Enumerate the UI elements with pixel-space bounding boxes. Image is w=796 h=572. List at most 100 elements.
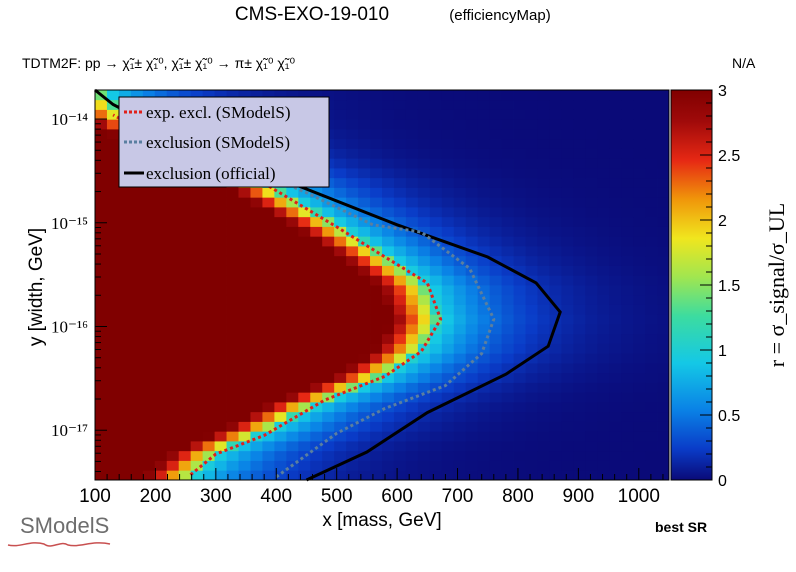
heatmap-cell: [130, 382, 144, 393]
heatmap-cell: [597, 197, 610, 208]
heatmap-cell: [417, 99, 431, 110]
heatmap-cell: [250, 285, 263, 296]
heatmap-cell: [106, 372, 120, 383]
heatmap-cell: [322, 353, 335, 364]
heatmap-cell: [262, 421, 275, 432]
heatmap-cell: [525, 372, 538, 383]
heatmap-cell: [609, 119, 622, 130]
heatmap-cell: [453, 333, 467, 344]
heatmap-cell: [358, 441, 371, 452]
heatmap-cell: [226, 343, 239, 354]
logo-wave: [7, 542, 111, 547]
heatmap-cell: [513, 119, 526, 130]
heatmap-cell: [358, 90, 371, 101]
heatmap-cell: [298, 450, 311, 461]
heatmap-cell: [621, 372, 634, 383]
heatmap-cell: [417, 343, 431, 354]
heatmap-cell: [286, 431, 299, 442]
heatmap-cell: [501, 158, 514, 169]
heatmap-cell: [657, 246, 670, 257]
heatmap-cell: [585, 119, 598, 130]
heatmap-cell: [358, 226, 371, 237]
heatmap-cell: [429, 470, 443, 481]
heatmap-cell: [489, 460, 502, 471]
heatmap-cell: [154, 294, 168, 305]
heatmap-cell: [298, 226, 311, 237]
heatmap-cell: [645, 324, 658, 335]
heatmap-cell: [477, 197, 491, 208]
heatmap-cell: [597, 382, 610, 393]
heatmap-cell: [633, 158, 646, 169]
heatmap-cell: [441, 314, 455, 325]
heatmap-cell: [441, 207, 455, 218]
heatmap-cell: [429, 197, 443, 208]
heatmap-cell: [382, 138, 395, 149]
heatmap-cell: [238, 460, 251, 471]
heatmap-cell: [322, 304, 335, 315]
heatmap-cell: [154, 90, 168, 101]
heatmap-cell: [573, 187, 586, 198]
heatmap-cell: [429, 177, 443, 188]
heatmap-cell: [370, 392, 383, 403]
heatmap-cell: [346, 294, 359, 305]
heatmap-cell: [358, 343, 371, 354]
heatmap-cell: [561, 304, 574, 315]
heatmap-cell: [358, 450, 371, 461]
heatmap-cell: [382, 177, 395, 188]
heatmap-cell: [549, 460, 562, 471]
heatmap-cell: [118, 421, 132, 432]
heatmap-cell: [513, 285, 526, 296]
heatmap-cell: [382, 148, 395, 159]
heatmap-cell: [334, 441, 347, 452]
heatmap-cell: [573, 382, 586, 393]
heatmap-cell: [525, 119, 538, 130]
heatmap-cell: [286, 275, 299, 286]
heatmap-cell: [429, 265, 443, 276]
heatmap-cell: [477, 411, 491, 422]
heatmap-cell: [178, 431, 192, 442]
heatmap-cell: [585, 129, 598, 140]
heatmap-cell: [370, 148, 383, 159]
heatmap-cell: [561, 246, 574, 257]
heatmap-cell: [178, 294, 192, 305]
heatmap-cell: [106, 470, 120, 481]
heatmap-cell: [633, 285, 646, 296]
heatmap-cell: [417, 450, 431, 461]
heatmap-cell: [405, 285, 419, 296]
heatmap-cell: [190, 246, 204, 257]
heatmap-cell: [549, 402, 562, 413]
process-label: TDTM2F: pp → χ̃₁± χ̃₁⁰, χ̃₁± χ̃₁⁰ → π± χ…: [22, 55, 295, 71]
heatmap-cell: [489, 402, 502, 413]
heatmap-cell: [190, 353, 204, 364]
heatmap-cell: [298, 431, 311, 442]
heatmap-cell: [95, 226, 108, 237]
heatmap-cell: [537, 450, 550, 461]
heatmap-cell: [382, 353, 395, 364]
heatmap-cell: [549, 265, 562, 276]
heatmap-cell: [154, 236, 168, 247]
heatmap-cell: [322, 314, 335, 325]
heatmap-cell: [214, 90, 227, 101]
heatmap-cell: [465, 285, 479, 296]
heatmap-cell: [597, 168, 610, 179]
heatmap-cell: [405, 265, 419, 276]
heatmap-cell: [95, 177, 108, 188]
heatmap-cell: [501, 402, 514, 413]
heatmap-cell: [250, 304, 263, 315]
heatmap-cell: [573, 158, 586, 169]
heatmap-cell: [226, 431, 239, 442]
heatmap-cell: [657, 99, 670, 110]
heatmap-cell: [489, 99, 502, 110]
heatmap-cell: [178, 90, 192, 101]
heatmap-cell: [537, 304, 550, 315]
heatmap-cell: [573, 460, 586, 471]
heatmap-cell: [106, 90, 120, 101]
heatmap-cell: [405, 333, 419, 344]
heatmap-cell: [453, 294, 467, 305]
heatmap-cell: [322, 343, 335, 354]
heatmap-cell: [322, 236, 335, 247]
heatmap-cell: [393, 285, 407, 296]
heatmap-cell: [489, 236, 502, 247]
heatmap-cell: [262, 226, 275, 237]
heatmap-cell: [537, 353, 550, 364]
